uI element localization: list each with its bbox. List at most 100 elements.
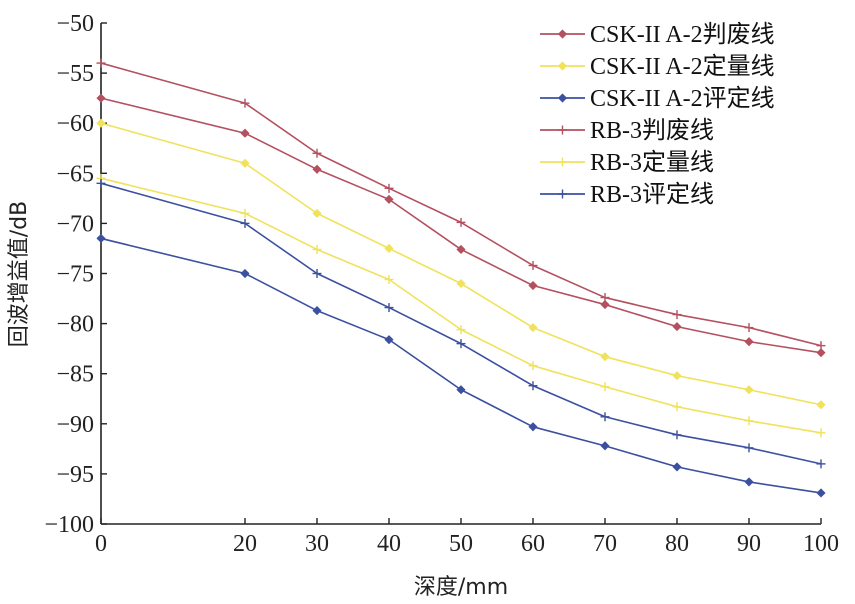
x-tick-label: 80	[665, 531, 689, 557]
data-point	[384, 335, 394, 345]
legend-label: RB-3评定线	[590, 181, 714, 208]
data-point	[528, 381, 538, 391]
y-tick-label: −80	[56, 312, 94, 338]
legend-marker	[557, 29, 568, 39]
y-tick-label: −90	[56, 412, 94, 438]
data-point	[240, 98, 250, 108]
legend-marker	[558, 189, 567, 199]
data-point	[528, 260, 538, 270]
data-point	[672, 430, 682, 440]
y-tick-label: −95	[56, 462, 94, 488]
x-tick-label: 60	[521, 531, 545, 557]
data-point	[96, 58, 106, 68]
legend-marker	[558, 157, 567, 167]
y-tick-label: −85	[56, 362, 94, 388]
data-point	[528, 323, 538, 333]
series-2	[96, 118, 826, 410]
data-point	[456, 278, 466, 289]
data-point	[600, 299, 610, 310]
legend: CSK-II A-2判废线 CSK-II A-2定量线 CSK-II A-2评定线 R…	[540, 21, 775, 208]
x-axis-label: 深度/mm	[414, 575, 508, 600]
legend-label: CSK-II A-2评定线	[590, 85, 775, 112]
data-point	[816, 400, 826, 410]
data-point	[312, 148, 322, 158]
y-tick-label: −55	[56, 61, 94, 87]
data-point	[96, 178, 106, 188]
series-3	[96, 233, 826, 498]
y-tick-label: −65	[56, 161, 94, 187]
data-point	[744, 323, 754, 333]
y-axis-label: 回波增益值/dB	[7, 201, 32, 347]
legend-marker	[557, 61, 568, 71]
data-point	[672, 322, 682, 332]
data-point	[744, 337, 754, 347]
data-point	[456, 339, 466, 349]
series-5	[96, 173, 826, 438]
data-point	[744, 385, 754, 395]
data-point	[384, 303, 394, 313]
data-point	[744, 443, 754, 453]
data-point	[240, 208, 250, 218]
data-point	[312, 269, 322, 278]
data-point	[312, 164, 322, 174]
data-point	[672, 462, 682, 472]
data-point	[744, 477, 754, 487]
data-point	[528, 361, 538, 371]
data-point	[384, 275, 394, 285]
data-point	[456, 217, 466, 227]
series-line	[100, 177, 822, 434]
series-line	[100, 122, 822, 406]
series-line	[100, 97, 822, 354]
legend-label: CSK-II A-2定量线	[590, 53, 775, 80]
data-point	[384, 243, 394, 254]
y-tick-label: −50	[56, 11, 94, 37]
data-point	[456, 244, 466, 255]
data-point	[96, 233, 106, 243]
data-point	[600, 382, 610, 392]
data-point	[96, 118, 106, 128]
x-tick-label: 0	[95, 531, 107, 557]
data-point	[240, 128, 250, 138]
y-tick-label: −75	[56, 262, 94, 288]
data-point	[816, 428, 826, 438]
data-point	[672, 310, 682, 320]
x-tick-label: 40	[377, 531, 401, 557]
data-point	[528, 422, 538, 432]
data-point	[744, 416, 754, 426]
legend-item: CSK-II A-2判废线	[540, 21, 775, 48]
legend-item: CSK-II A-2评定线	[540, 85, 775, 112]
data-point	[600, 412, 610, 422]
data-point	[96, 93, 106, 103]
data-point	[456, 325, 466, 335]
series-6	[96, 178, 826, 469]
y-tick-label: −60	[56, 111, 94, 137]
legend-label: RB-3定量线	[590, 149, 714, 176]
data-point	[528, 280, 538, 291]
data-point	[816, 348, 826, 358]
x-tick-label: 70	[593, 531, 617, 557]
legend-marker	[558, 125, 567, 135]
x-tick-label: 100	[803, 531, 839, 557]
legend-item: RB-3判废线	[540, 117, 714, 144]
data-point	[240, 158, 250, 168]
y-tick-label: −100	[44, 512, 94, 538]
series-layer	[96, 58, 826, 498]
series-4	[96, 58, 826, 351]
series-line	[100, 237, 822, 494]
legend-item: RB-3定量线	[540, 149, 714, 176]
data-point	[600, 352, 610, 362]
data-point	[816, 488, 826, 498]
data-point	[816, 341, 826, 351]
x-tick-label: 50	[449, 531, 473, 557]
data-point	[816, 459, 826, 469]
series-line	[100, 182, 822, 465]
series-1	[96, 93, 826, 358]
x-tick-label: 20	[233, 531, 257, 557]
data-point	[672, 371, 682, 381]
data-point	[384, 183, 394, 193]
data-point	[672, 402, 682, 412]
series-line	[100, 62, 822, 347]
data-point	[384, 194, 394, 204]
data-point	[312, 208, 322, 218]
